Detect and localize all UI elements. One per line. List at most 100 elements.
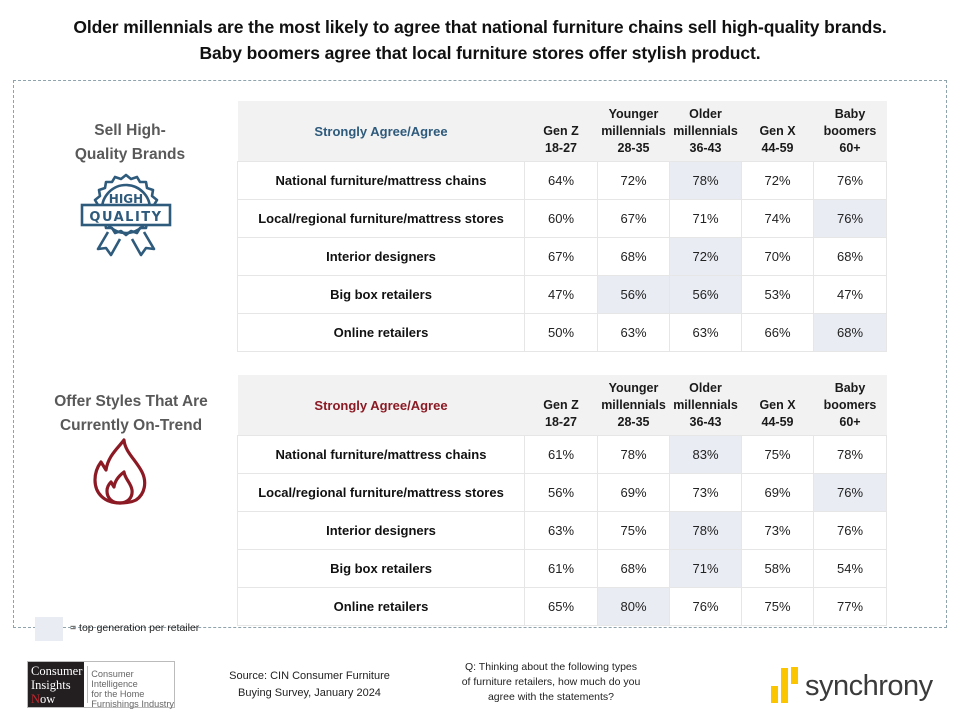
section-title-line: Sell High- — [94, 122, 166, 139]
value-cell: 63% — [524, 511, 598, 550]
legend-swatch — [35, 617, 63, 641]
retailer-label: Online retailers — [237, 313, 525, 352]
value-cell: 68% — [597, 549, 670, 588]
badge-bottom-text: QUALITY — [89, 210, 162, 225]
headline: Older millennials are the most likely to… — [73, 17, 887, 63]
section-title-line: Offer Styles That Are — [54, 393, 208, 410]
cin-logo-tagline: Consumer Intelligence for the Home Furni… — [91, 669, 175, 709]
value-cell: 63% — [669, 313, 742, 352]
column-header: Baby boomers 60+ — [813, 101, 887, 162]
value-cell: 68% — [597, 237, 670, 276]
cin-logo: Consumer Insights Now Consumer Intellige… — [27, 661, 175, 709]
value-cell: 58% — [741, 549, 814, 588]
survey-question: Q: Thinking about the following types of… — [461, 661, 641, 703]
value-cell: 73% — [741, 511, 814, 550]
value-cell: 61% — [524, 435, 598, 474]
column-header: Younger millennials 28-35 — [597, 375, 670, 436]
value-cell: 66% — [741, 313, 814, 352]
table-row: National furniture/mattress chains 61% 78%… — [237, 435, 887, 474]
value-cell: 75% — [741, 435, 814, 474]
table-row: Big box retailers 61% 68% 71% 58% 54% — [237, 549, 887, 588]
table-row: Interior designers 63% 75% 78% 73% 76% — [237, 511, 887, 550]
value-cell: 61% — [524, 549, 598, 588]
value-cell: 73% — [669, 473, 742, 512]
value-cell-top: 68% — [813, 313, 887, 352]
value-cell: 64% — [524, 161, 598, 200]
section-title-quality: Sell High- Quality Brands — [30, 119, 230, 167]
table-header-row: Strongly Agree/Agree Gen Z 18-27 Younger … — [237, 375, 887, 436]
value-cell: 54% — [813, 549, 887, 588]
column-header: Older millennials 36-43 — [669, 375, 742, 436]
value-cell-top: 72% — [669, 237, 742, 276]
synchrony-wordmark: synchrony — [805, 670, 933, 702]
value-cell: 77% — [813, 587, 887, 626]
table-header-row: Strongly Agree/Agree Gen Z 18-27 Younger … — [237, 101, 887, 162]
cin-logo-divider — [87, 666, 89, 703]
value-cell: 69% — [741, 473, 814, 512]
table-row: Interior designers 67% 68% 72% 70% 68% — [237, 237, 887, 276]
table-row: National furniture/mattress chains 64% 72%… — [237, 161, 887, 200]
value-cell: 75% — [597, 511, 670, 550]
table-row: Local/regional furniture/mattress stores… — [237, 199, 887, 238]
value-cell-top: 78% — [669, 511, 742, 550]
quality-table: Strongly Agree/Agree Gen Z 18-27 Younger … — [237, 101, 887, 352]
retailer-label: Online retailers — [237, 587, 525, 626]
legend-text: = top generation per retailer — [70, 622, 200, 634]
value-cell: 78% — [597, 435, 670, 474]
high-quality-badge-icon: HIGH QUALITY — [80, 173, 172, 257]
retailer-label: Big box retailers — [237, 549, 525, 588]
value-cell-top: 56% — [597, 275, 670, 314]
value-cell: 75% — [741, 587, 814, 626]
value-cell: 47% — [524, 275, 598, 314]
retailer-label: Local/regional furniture/mattress stores — [237, 473, 525, 512]
column-header: Younger millennials 28-35 — [597, 101, 670, 162]
row-header-label: Strongly Agree/Agree — [237, 101, 525, 162]
retailer-label: Interior designers — [237, 511, 525, 550]
value-cell: 72% — [741, 161, 814, 200]
table-row: Big box retailers 47% 56% 56% 53% 47% — [237, 275, 887, 314]
column-header: Gen X 44-59 — [741, 375, 814, 436]
section-title-line: Currently On-Trend — [59, 417, 203, 434]
retailer-label: Big box retailers — [237, 275, 525, 314]
content-frame — [13, 80, 947, 628]
value-cell-top: 76% — [813, 199, 887, 238]
value-cell: 76% — [813, 161, 887, 200]
value-cell: 60% — [524, 199, 598, 238]
value-cell: 65% — [524, 587, 598, 626]
column-header: Gen Z 18-27 — [524, 375, 598, 436]
table-row: Online retailers 50% 63% 63% 66% 68% — [237, 313, 887, 352]
retailer-label: Local/regional furniture/mattress stores — [237, 199, 525, 238]
flame-icon — [93, 438, 147, 505]
value-cell: 78% — [813, 435, 887, 474]
value-cell-top: 76% — [813, 473, 887, 512]
value-cell: 76% — [669, 587, 742, 626]
value-cell: 76% — [813, 511, 887, 550]
source-note: Source: CIN Consumer Furniture Buying Su… — [229, 670, 390, 699]
synchrony-logo: synchrony — [770, 667, 933, 703]
cin-logo-mark: Consumer Insights Now — [28, 662, 85, 707]
value-cell-top: 71% — [669, 549, 742, 588]
column-header: Gen Z 18-27 — [524, 101, 598, 162]
value-cell-top: 80% — [597, 587, 670, 626]
value-cell: 68% — [813, 237, 887, 276]
table-row: Local/regional furniture/mattress stores… — [237, 473, 887, 512]
row-header-label: Strongly Agree/Agree — [237, 375, 525, 436]
value-cell: 56% — [524, 473, 598, 512]
section-title-trend: Offer Styles That Are Currently On-Trend — [31, 390, 231, 438]
retailer-label: National furniture/mattress chains — [237, 435, 525, 474]
badge-top-text: HIGH — [109, 192, 143, 206]
value-cell: 63% — [597, 313, 670, 352]
table-row: Online retailers 65% 80% 76% 75% 77% — [237, 587, 887, 626]
value-cell: 47% — [813, 275, 887, 314]
section-title-line: Quality Brands — [74, 146, 186, 163]
value-cell: 67% — [524, 237, 598, 276]
value-cell: 53% — [741, 275, 814, 314]
value-cell: 67% — [597, 199, 670, 238]
value-cell: 70% — [741, 237, 814, 276]
value-cell: 74% — [741, 199, 814, 238]
column-header: Baby boomers 60+ — [813, 375, 887, 436]
value-cell: 50% — [524, 313, 598, 352]
value-cell-top: 83% — [669, 435, 742, 474]
trend-table: Strongly Agree/Agree Gen Z 18-27 Younger … — [237, 375, 887, 626]
value-cell: 71% — [669, 199, 742, 238]
